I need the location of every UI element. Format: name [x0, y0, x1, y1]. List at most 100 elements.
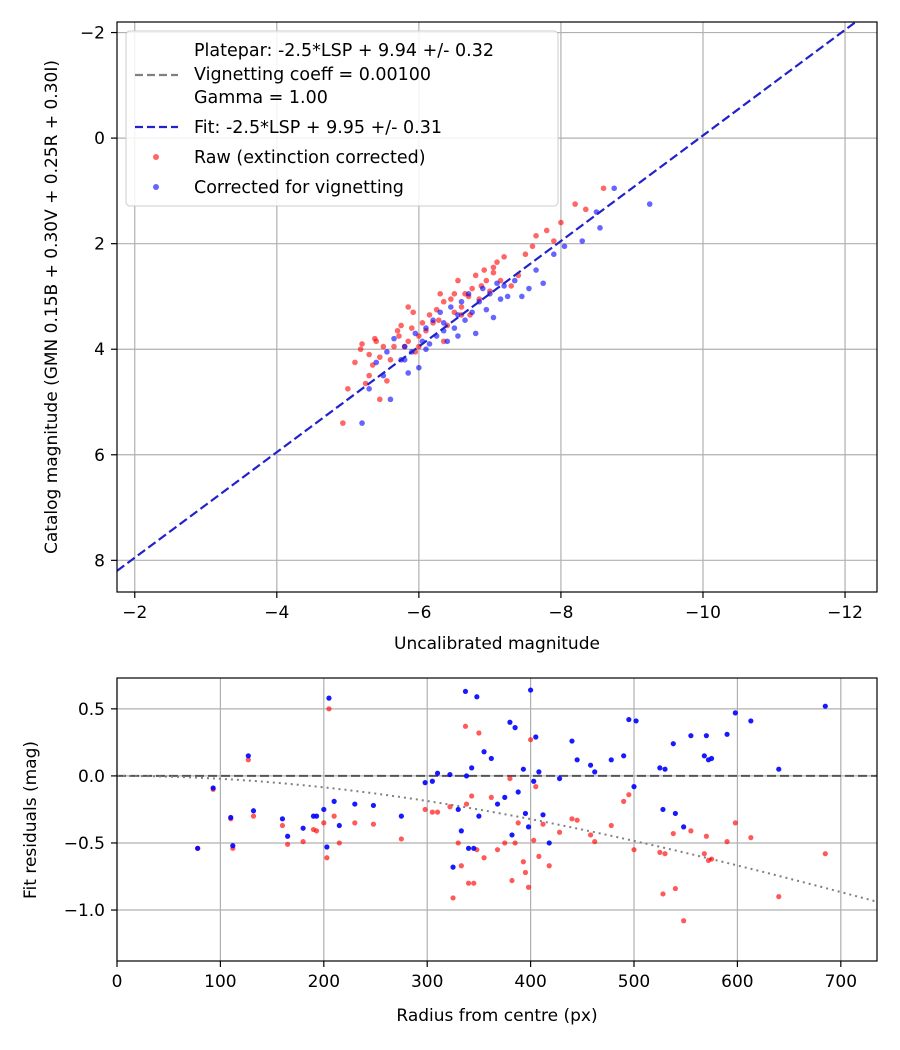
top-raw-point [522, 251, 529, 258]
raw-residual-point [250, 813, 257, 819]
raw-residual-point [515, 820, 521, 826]
raw-residual-point [509, 877, 515, 884]
raw-residual-point [422, 806, 428, 813]
raw-residual-point [536, 853, 542, 859]
top-corrected-point [462, 317, 468, 323]
top-raw-point [469, 285, 475, 292]
top-corrected-point [597, 225, 603, 231]
corrected-residual-point [520, 766, 526, 772]
corrected-residual-point [631, 784, 637, 790]
top-raw-point [426, 312, 433, 318]
top-raw-point [572, 201, 578, 207]
raw-residual-point [631, 847, 637, 853]
raw-residual-point [732, 820, 738, 826]
top-corrected-point [465, 291, 472, 297]
corrected-residual-point [533, 734, 539, 740]
bottom-x-tick-label: 300 [411, 972, 443, 992]
corrected-residual-point [525, 824, 532, 830]
top-corrected-point [444, 338, 451, 345]
top-y-tick-label: 0 [94, 129, 105, 149]
raw-residual-point [528, 737, 534, 743]
raw-residual-point [670, 830, 676, 837]
legend-platepar-line1: Platepar: -2.5*LSP + 9.94 +/- 0.32 [194, 41, 494, 61]
top-corrected-point [646, 201, 653, 207]
top-corrected-point [405, 370, 412, 376]
corrected-residual-point [422, 780, 428, 786]
corrected-residual-point [429, 778, 435, 784]
corrected-residual-point [528, 687, 534, 693]
corrected-residual-point [471, 845, 477, 851]
bottom-residuals-panel: 0 100 200 300 400 500 600 700 0.5 0.0 −0.5 −1.0 Ra… [21, 677, 878, 1026]
top-raw-point [384, 378, 390, 384]
corrected-residual-point [556, 775, 563, 782]
top-corrected-point [412, 330, 419, 337]
legend-platepar-line2: Vignetting coeff = 0.00100 [194, 65, 431, 85]
bottom-x-axis: 0 100 200 300 400 500 600 700 [112, 961, 857, 992]
top-raw-point [582, 206, 589, 213]
raw-residual-point [481, 855, 487, 861]
top-raw-point [405, 304, 412, 310]
top-corrected-point [430, 317, 436, 323]
raw-residual-point [703, 833, 709, 839]
top-y-tick-label: 6 [94, 446, 105, 466]
bottom-x-tick-label: 0 [112, 972, 123, 992]
top-raw-point [435, 317, 442, 323]
top-raw-point [345, 386, 351, 392]
top-corrected-point [440, 320, 447, 326]
raw-residual-point [324, 855, 330, 861]
raw-residual-point [455, 840, 461, 846]
corrected-residual-point [670, 741, 676, 747]
corrected-residual-point [574, 757, 580, 763]
corrected-residual-point [681, 824, 687, 830]
corrected-residual-point [488, 755, 494, 762]
bottom-y-tick-label: −0.5 [64, 834, 105, 854]
corrected-residual-point [724, 731, 730, 737]
raw-residual-point [531, 837, 537, 843]
top-raw-point [357, 346, 364, 353]
bottom-y-tick-label: 0.0 [78, 767, 105, 787]
top-corrected-point [455, 333, 461, 339]
corrected-residual-point [476, 813, 482, 819]
raw-residual-point [450, 895, 456, 901]
raw-residual-point [465, 880, 472, 886]
corrected-residual-point [228, 814, 234, 821]
raw-residual-point [300, 839, 306, 845]
raw-residual-point [398, 836, 404, 842]
corrected-residual-point [502, 794, 508, 800]
top-corrected-point [448, 304, 454, 310]
top-x-tick-label: −12 [827, 603, 863, 623]
raw-residual-point [540, 821, 546, 827]
bottom-y-axis-label: Fit residuals (mag) [21, 741, 41, 899]
corrected-residual-point [621, 753, 627, 759]
raw-residual-point [569, 816, 575, 822]
corrected-residual-point [481, 749, 487, 755]
raw-residual-point [245, 757, 251, 763]
top-corrected-point [416, 364, 422, 371]
top-y-tick-label: −2 [80, 24, 105, 44]
top-axes-frame [116, 21, 878, 593]
bottom-x-tick-label: 600 [721, 972, 753, 992]
raw-residual-point [326, 706, 332, 712]
corrected-residual-point [434, 770, 441, 776]
corrected-residual-point [321, 806, 327, 813]
raw-residual-point [587, 832, 594, 838]
top-corrected-point [366, 386, 372, 392]
raw-residual-point [608, 822, 614, 829]
bottom-x-tick-label: 200 [308, 972, 340, 992]
top-corrected-point [387, 396, 394, 403]
corrected-residual-point [447, 771, 453, 778]
corrected-residual-point [195, 845, 201, 851]
top-corrected-point [611, 185, 617, 192]
corrected-residual-point [494, 801, 501, 807]
top-raw-point [366, 351, 372, 358]
top-raw-point [529, 243, 536, 250]
raw-residual-point [285, 841, 291, 847]
top-raw-point [558, 219, 564, 226]
corrected-residual-point [279, 816, 286, 822]
top-corrected-point [490, 314, 497, 321]
top-x-axis-label: Uncalibrated magnitude [394, 634, 600, 654]
corrected-residual-point [300, 825, 306, 831]
top-corrected-point [511, 277, 518, 284]
top-raw-point [410, 309, 416, 316]
top-raw-point [490, 269, 497, 276]
